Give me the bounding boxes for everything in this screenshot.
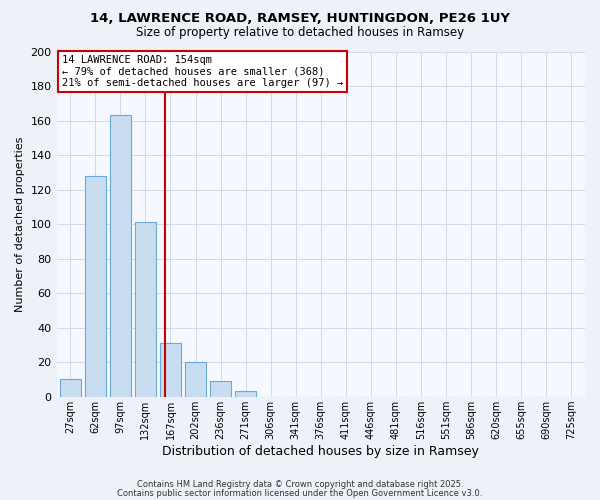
Bar [135,222,156,396]
Bar [59,380,81,396]
Bar [110,116,131,396]
Text: Contains public sector information licensed under the Open Government Licence v3: Contains public sector information licen… [118,488,482,498]
Text: Contains HM Land Registry data © Crown copyright and database right 2025.: Contains HM Land Registry data © Crown c… [137,480,463,489]
Text: 14, LAWRENCE ROAD, RAMSEY, HUNTINGDON, PE26 1UY: 14, LAWRENCE ROAD, RAMSEY, HUNTINGDON, P… [90,12,510,26]
Bar [210,381,231,396]
Bar [185,362,206,396]
Bar [235,392,256,396]
Y-axis label: Number of detached properties: Number of detached properties [15,136,25,312]
Bar [160,343,181,396]
X-axis label: Distribution of detached houses by size in Ramsey: Distribution of detached houses by size … [163,444,479,458]
Bar [85,176,106,396]
Text: 14 LAWRENCE ROAD: 154sqm
← 79% of detached houses are smaller (368)
21% of semi-: 14 LAWRENCE ROAD: 154sqm ← 79% of detach… [62,55,343,88]
Text: Size of property relative to detached houses in Ramsey: Size of property relative to detached ho… [136,26,464,39]
